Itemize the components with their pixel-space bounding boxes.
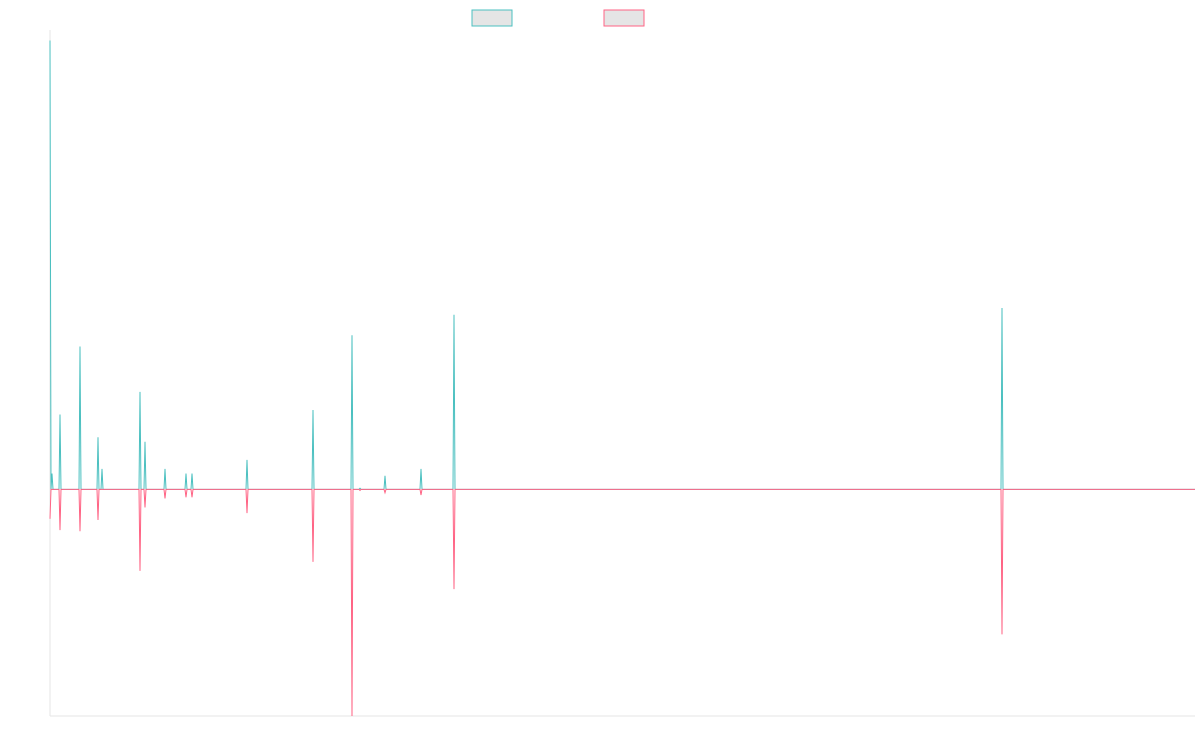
series-2-line bbox=[49, 488, 1195, 717]
legend-swatch-series-1[interactable] bbox=[471, 9, 513, 27]
series-1-line bbox=[49, 40, 1195, 490]
series-group bbox=[49, 40, 1195, 717]
legend bbox=[471, 9, 645, 27]
legend-swatch-series-2[interactable] bbox=[603, 9, 645, 27]
